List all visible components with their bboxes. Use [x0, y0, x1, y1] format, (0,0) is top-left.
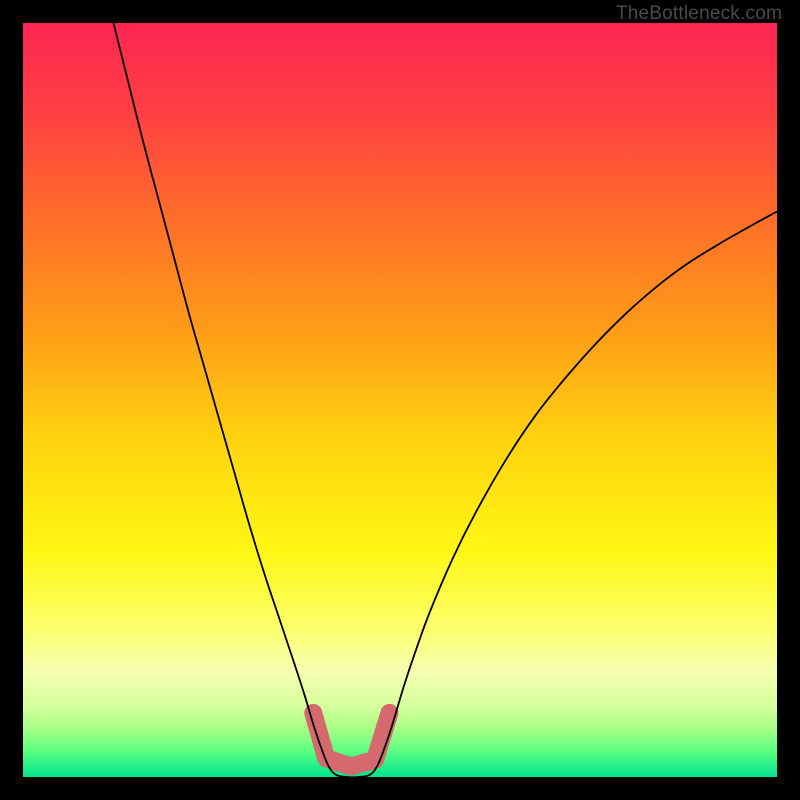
watermark-text: TheBottleneck.com: [616, 3, 782, 25]
bottleneck-curve-chart: [23, 23, 777, 777]
chart-plot-area: [23, 23, 777, 777]
chart-frame: TheBottleneck.com: [0, 0, 800, 800]
